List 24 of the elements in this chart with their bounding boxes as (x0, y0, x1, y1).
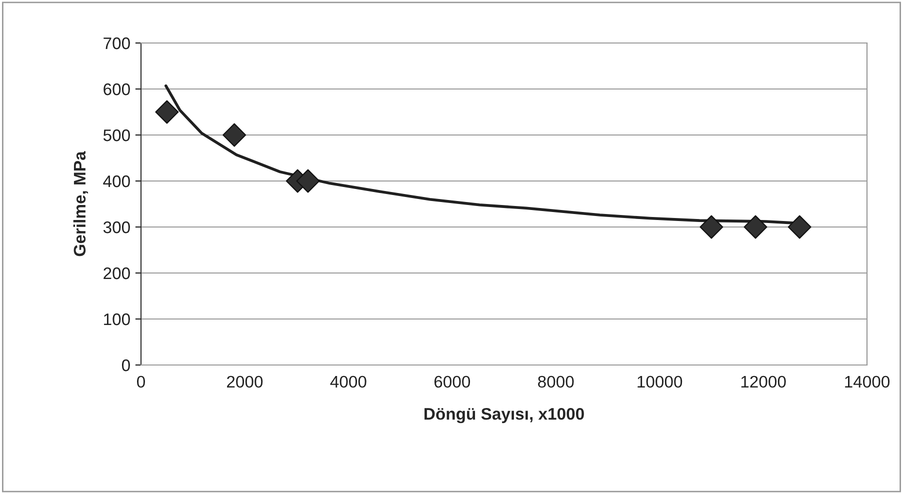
x-tick-label: 6000 (434, 376, 470, 388)
y-axis-title: Gerilme, MPa (73, 151, 88, 256)
x-axis-title: Döngü Sayısı, x1000 (424, 408, 584, 424)
point (700, 215, 724, 239)
y-tick-label: 600 (104, 83, 130, 96)
y-tick-label: 200 (104, 267, 130, 280)
y-tick-label: 500 (103, 129, 130, 142)
x-tick-label: 0 (137, 376, 145, 388)
x-tick-label: 12000 (741, 376, 786, 388)
y-tick-label: 700 (104, 37, 130, 50)
y-tick-label: 0 (122, 359, 130, 372)
point (222, 123, 246, 147)
point (296, 169, 320, 193)
x-tick-label: 10000 (638, 376, 682, 388)
x-tick-label: 14000 (845, 376, 890, 388)
x-tick-label: 8000 (538, 376, 574, 388)
y-tick-label: 300 (103, 221, 130, 234)
point (155, 100, 179, 124)
x-tick-label: 2000 (227, 376, 263, 388)
point (744, 215, 768, 239)
x-tick-label: 4000 (330, 376, 366, 388)
y-tick-label: 400 (103, 175, 130, 188)
point (788, 215, 812, 239)
y-tick-label: 100 (104, 313, 130, 326)
